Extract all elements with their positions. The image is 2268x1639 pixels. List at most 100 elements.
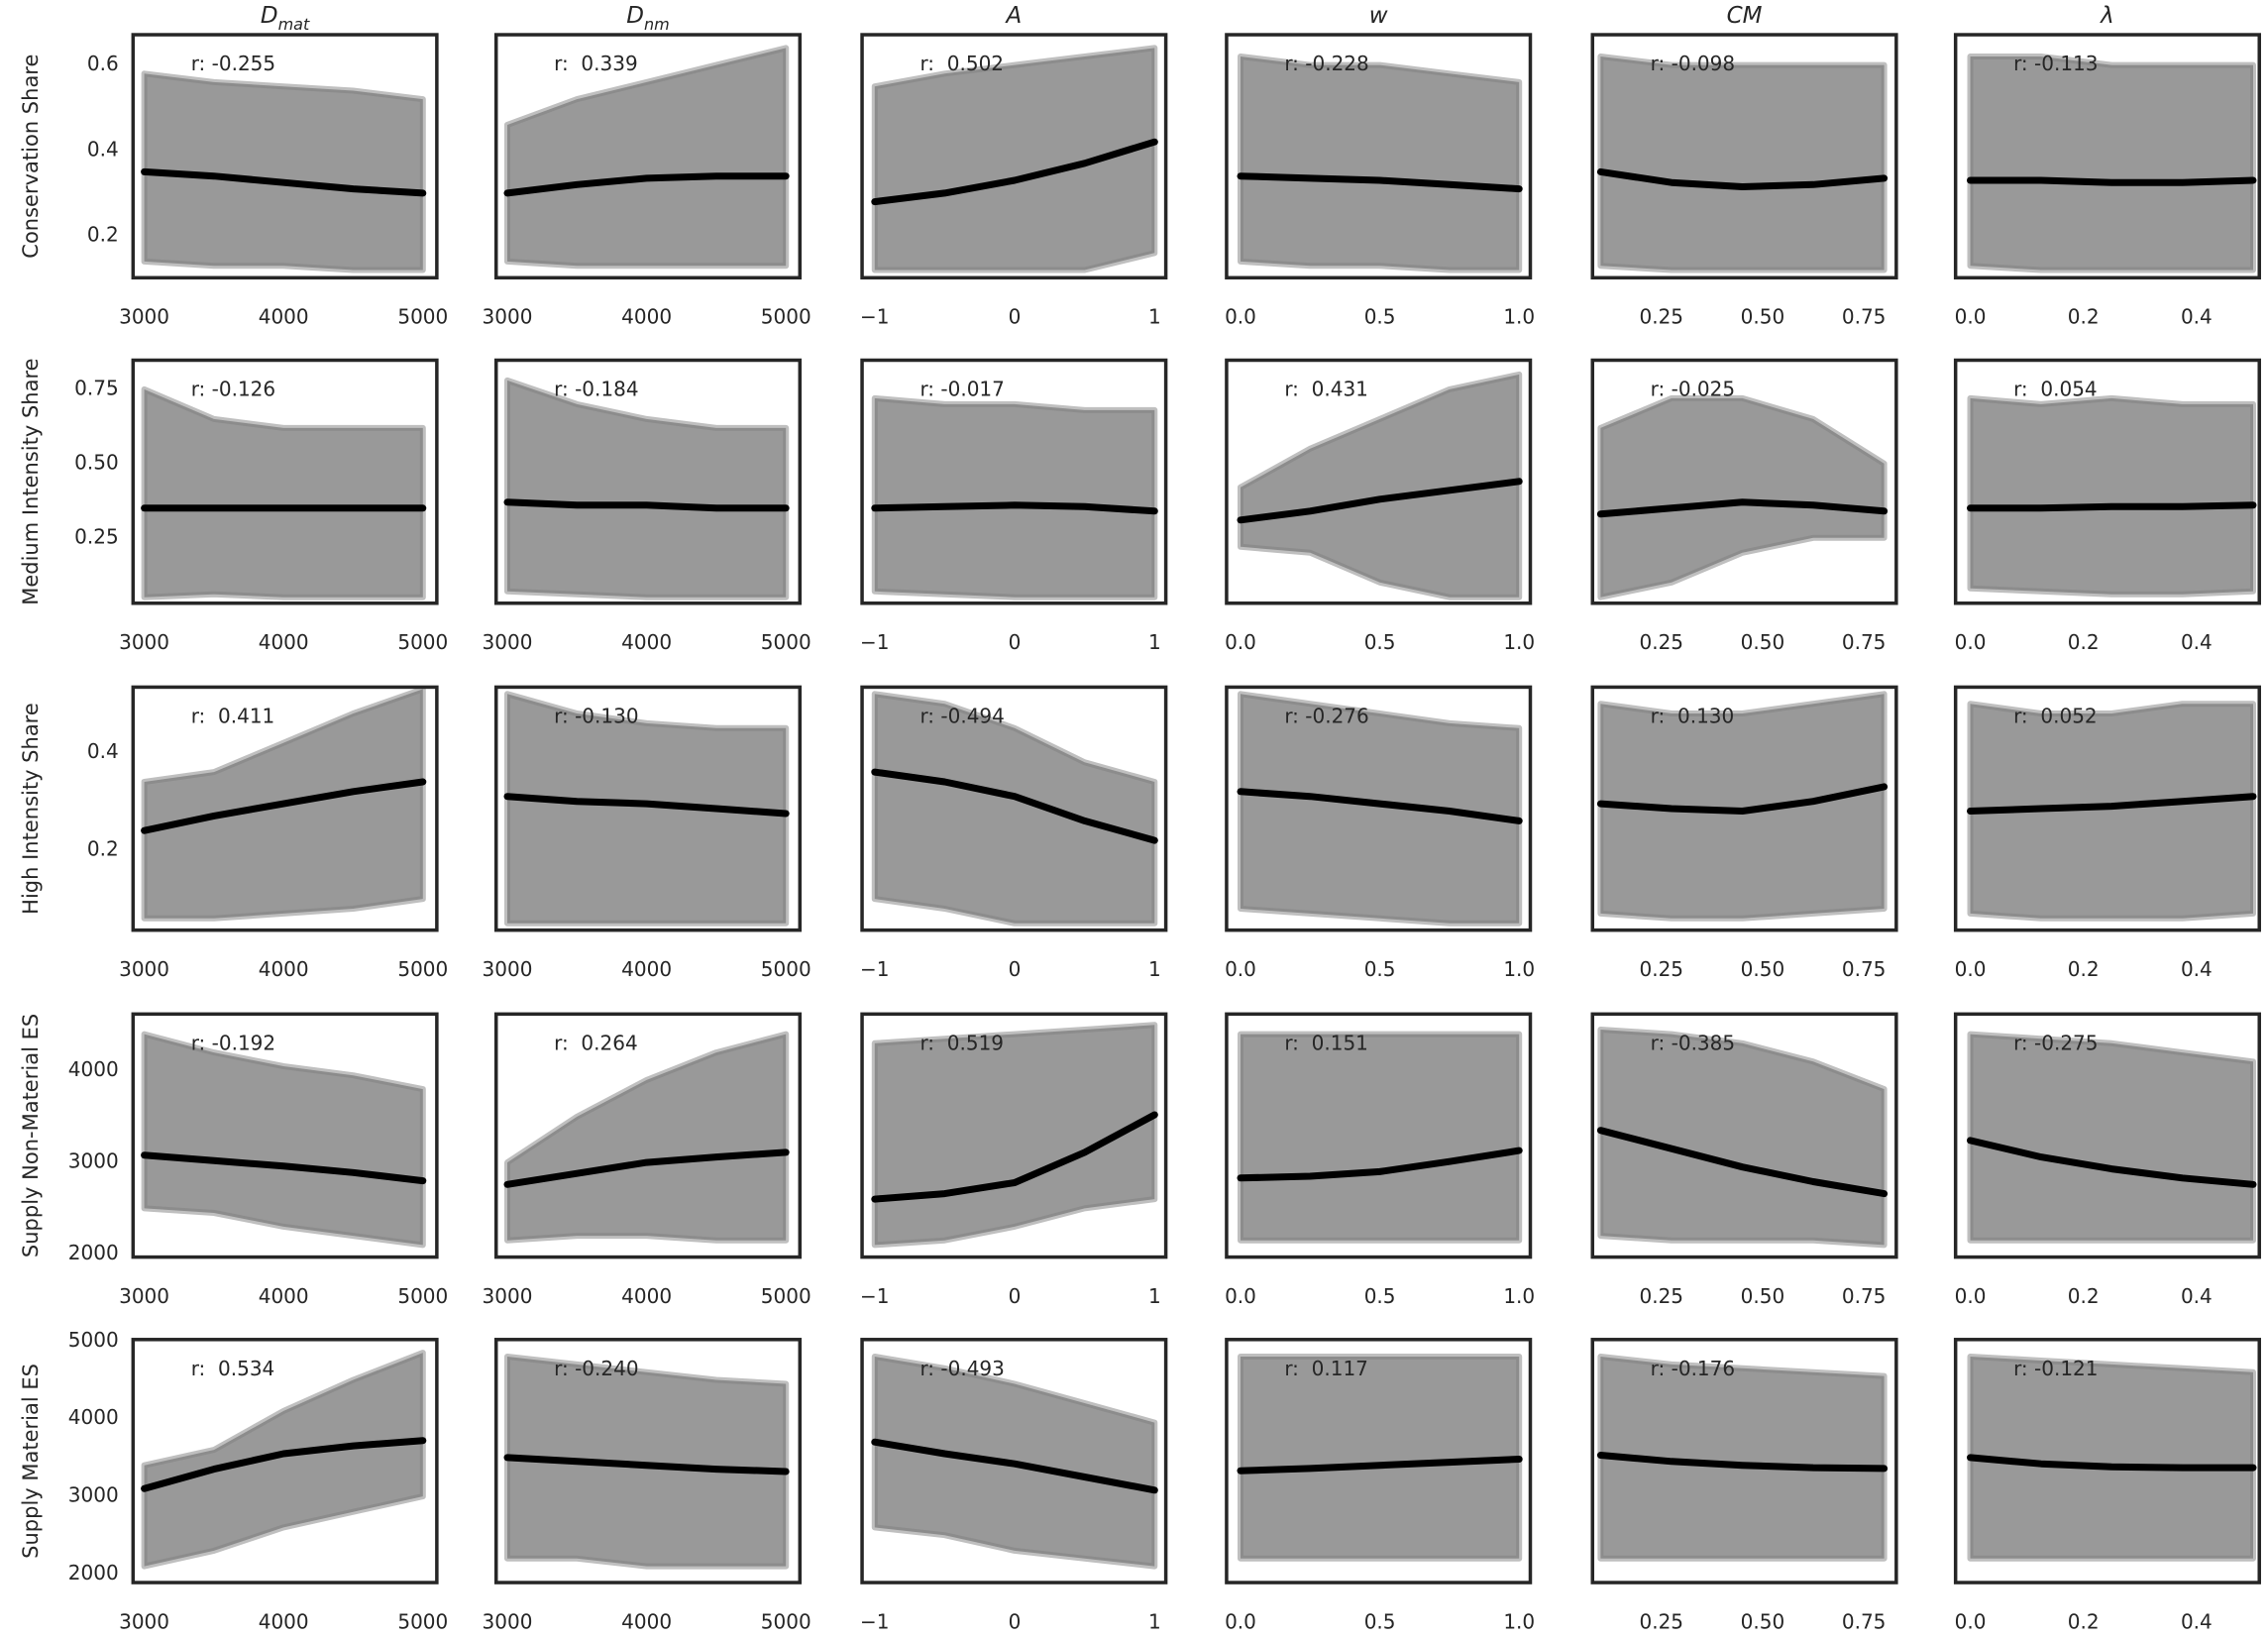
panel-frame: [1590, 685, 1898, 932]
panel-frame: [131, 1338, 439, 1584]
x-tick-label: 5000: [397, 1284, 448, 1308]
x-tick-label: 0.2: [2068, 1609, 2100, 1633]
x-tick-label: 0.25: [1639, 1609, 1683, 1633]
trend-line: [1237, 1456, 1523, 1475]
x-tick-label: 0.0: [1955, 1284, 1987, 1308]
panel-title: Dnm: [626, 3, 669, 35]
panel-title: Dmat: [261, 3, 310, 35]
annotation: r: -0.275: [2013, 1031, 2098, 1054]
y-tick-label: 0.25: [74, 524, 119, 548]
title-main: D: [626, 3, 644, 29]
panel-frame: [1953, 1012, 2261, 1259]
x-tick-label: 3000: [483, 1609, 533, 1633]
x-tick-label: 4000: [621, 1284, 672, 1308]
x-tick-label: 0.75: [1842, 1609, 1887, 1633]
panel: [141, 1031, 427, 1249]
annotation: r: -0.276: [1284, 705, 1368, 728]
panel-frame: [860, 1012, 1168, 1259]
panel: [871, 691, 1158, 927]
panel: [1967, 1031, 2257, 1244]
trend-line: [1596, 1452, 1889, 1473]
x-tick-label: 0.25: [1639, 957, 1683, 981]
panel-frame: [1590, 358, 1898, 605]
x-tick-label: 0: [1009, 630, 1022, 654]
title-subscript: nm: [644, 15, 670, 34]
x-tick-label: 3000: [119, 957, 169, 981]
annotation: r: -0.121: [2013, 1357, 2098, 1380]
x-tick-label: 0.4: [2181, 305, 2213, 329]
scatter-cloud: [1597, 1354, 1888, 1562]
x-tick-label: 3000: [483, 630, 533, 654]
annotation: r: -0.192: [191, 1031, 275, 1054]
trend-line: [1237, 478, 1523, 524]
y-tick-label: 5000: [68, 1328, 119, 1352]
x-tick-label: 0.25: [1639, 305, 1683, 329]
x-tick-label: 0.75: [1842, 305, 1887, 329]
x-tick-label: 5000: [761, 1284, 811, 1308]
x-tick-label: 0.5: [1364, 630, 1396, 654]
x-tick-label: 0.0: [1955, 630, 1987, 654]
x-tick-label: 0.50: [1741, 1284, 1785, 1308]
panel: [1596, 691, 1889, 922]
x-tick-label: 0.0: [1955, 305, 1987, 329]
panel: [1967, 701, 2257, 922]
panel: [1237, 1031, 1523, 1244]
panel-frame: [493, 1012, 803, 1259]
panel-frame: [131, 358, 439, 605]
panel: [871, 1354, 1158, 1570]
title-subscript: mat: [278, 15, 310, 34]
panel: [503, 377, 790, 601]
panel: [141, 687, 427, 922]
y-tick-label: 0.4: [87, 739, 119, 763]
panel: [141, 385, 427, 601]
x-tick-label: 0.4: [2181, 1284, 2213, 1308]
x-tick-label: 1: [1148, 957, 1161, 981]
panel: [503, 45, 790, 270]
x-tick-label: 3000: [119, 1609, 169, 1633]
trend-line: [1967, 501, 2257, 512]
trend-line: [503, 793, 790, 818]
x-tick-label: 1.0: [1503, 630, 1535, 654]
trend-line: [1237, 1147, 1523, 1182]
title-main: D: [261, 3, 278, 29]
x-tick-label: 0.5: [1364, 1284, 1396, 1308]
trend-line: [871, 1111, 1158, 1203]
x-tick-label: 4000: [621, 630, 672, 654]
annotation: r: -0.017: [919, 378, 1004, 401]
panel: [871, 45, 1158, 273]
annotation: r: 0.431: [1284, 378, 1368, 401]
x-tick-label: 5000: [397, 957, 448, 981]
x-tick-label: 5000: [397, 305, 448, 329]
annotation: r: -0.098: [1651, 52, 1735, 75]
annotation: r: 0.502: [919, 52, 1004, 75]
x-tick-label: 0: [1009, 957, 1022, 981]
x-tick-label: 5000: [397, 1609, 448, 1633]
x-tick-label: 0: [1009, 305, 1022, 329]
annotation: r: -0.130: [554, 705, 638, 728]
panel: [503, 1354, 790, 1570]
y-tick-label: 0.2: [87, 836, 119, 860]
scatter-cloud: [1967, 701, 2256, 922]
panel-frame: [860, 33, 1168, 280]
trend-line: [1967, 176, 2257, 186]
annotation: r: -0.176: [1651, 1357, 1735, 1380]
scatter-cloud: [1238, 54, 1523, 273]
x-tick-label: 0: [1009, 1284, 1022, 1308]
x-tick-label: 0.2: [2068, 1284, 2100, 1308]
scatter-cloud: [1597, 54, 1888, 273]
x-tick-label: −1: [860, 957, 889, 981]
annotation: r: 0.054: [2013, 378, 2098, 401]
annotation: r: 0.264: [554, 1031, 638, 1054]
scatter-cloud: [504, 377, 790, 601]
panel: [1596, 54, 1889, 273]
panel: [871, 1022, 1158, 1249]
x-tick-label: 3000: [483, 305, 533, 329]
panel-frame: [1225, 685, 1533, 932]
x-tick-label: 4000: [621, 957, 672, 981]
x-tick-label: −1: [860, 1284, 889, 1308]
x-tick-label: 3000: [483, 957, 533, 981]
annotation: r: -0.228: [1284, 52, 1368, 75]
panel: [1596, 394, 1889, 601]
x-tick-label: 4000: [259, 1284, 309, 1308]
title-main: CM: [1727, 3, 1763, 29]
